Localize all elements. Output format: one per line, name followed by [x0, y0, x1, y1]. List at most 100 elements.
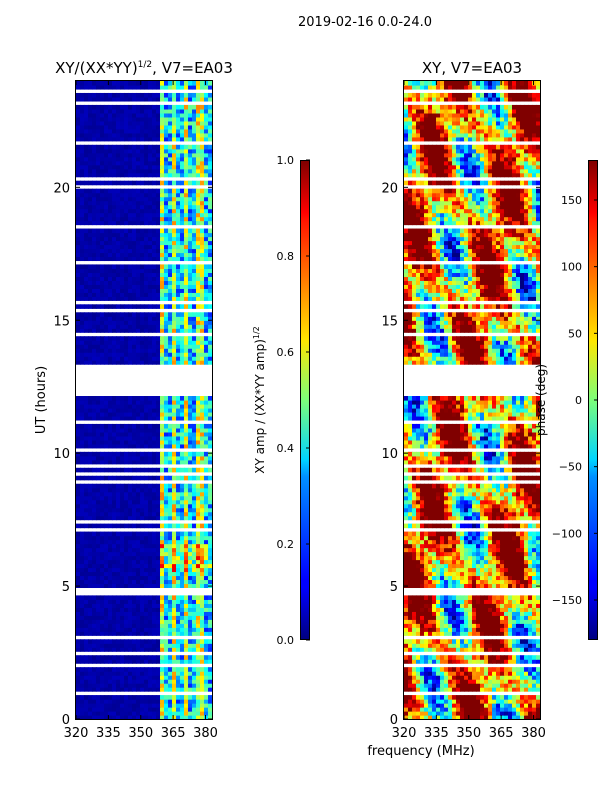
amplitude-heatmap-cell [168, 699, 173, 704]
amplitude-heatmap-cell [160, 487, 165, 493]
phase-heatmap-cell [456, 715, 461, 719]
amplitude-heatmap-cell [128, 431, 133, 437]
amplitude-heatmap-cell [152, 579, 157, 585]
amplitude-heatmap-cell [184, 276, 189, 281]
amplitude-heatmap-cell [132, 483, 137, 489]
amplitude-heatmap-cell [120, 208, 125, 214]
amplitude-heatmap-cell [116, 304, 121, 309]
amplitude-heatmap-cell [136, 312, 141, 317]
amplitude-heatmap-cell [108, 459, 113, 465]
amplitude-heatmap-cell [188, 531, 193, 537]
phase-heatmap-cell [520, 687, 525, 692]
amplitude-heatmap-cell [124, 316, 129, 321]
amplitude-heatmap-cell [84, 200, 89, 206]
amplitude-heatmap-cell [116, 559, 121, 565]
phase-heatmap-cell [532, 667, 537, 672]
amplitude-heatmap-cell [176, 583, 181, 589]
amplitude-heatmap-cell [120, 495, 125, 501]
amplitude-heatmap-cell [188, 443, 193, 449]
amplitude-heatmap-cell [136, 208, 141, 214]
amplitude-heatmap-cell [100, 671, 105, 676]
amplitude-heatmap-cell [184, 435, 189, 441]
amplitude-heatmap-cell [148, 403, 153, 409]
phase-heatmap-cell [408, 695, 413, 700]
amplitude-heatmap-cell [84, 96, 89, 102]
amplitude-heatmap-cell [168, 575, 173, 581]
amplitude-heatmap-cell [120, 252, 125, 258]
amplitude-heatmap-cell [192, 256, 197, 262]
amplitude-heatmap-cell [128, 328, 133, 333]
amplitude-heatmap-cell [160, 200, 165, 206]
amplitude-heatmap-cell [144, 272, 149, 277]
amplitude-heatmap-cell [168, 427, 173, 433]
amplitude-heatmap-cell [84, 292, 89, 297]
amplitude-heatmap-cell [184, 579, 189, 585]
amplitude-heatmap-cell [176, 128, 181, 134]
amplitude-heatmap-cell [164, 160, 169, 166]
amplitude-heatmap-cell [180, 655, 185, 660]
amplitude-heatmap-cell [144, 699, 149, 704]
amplitude-heatmap-cell [184, 180, 189, 186]
amplitude-heatmap-cell [84, 348, 89, 353]
amplitude-heatmap-cell [200, 407, 205, 413]
amplitude-heatmap-cell [160, 495, 165, 501]
amplitude-heatmap-cell [180, 200, 185, 206]
amplitude-heatmap-cell [156, 599, 161, 604]
amplitude-heatmap-cell [120, 292, 125, 297]
amplitude-heatmap-cell [76, 403, 81, 409]
amplitude-heatmap-cell [84, 272, 89, 277]
amplitude-heatmap-cell [112, 539, 117, 545]
phase-heatmap-cell [532, 687, 537, 692]
phase-heatmap-cell [412, 703, 417, 708]
amplitude-heatmap-cell [136, 104, 141, 110]
amplitude-heatmap-cell [92, 288, 97, 293]
amplitude-heatmap-cell [88, 679, 93, 684]
amplitude-heatmap-cell [132, 411, 137, 417]
amplitude-heatmap-cell [100, 172, 105, 178]
amplitude-heatmap-cell [168, 415, 173, 421]
amplitude-heatmap-cell [136, 116, 141, 122]
amplitude-heatmap-cell [192, 200, 197, 206]
amplitude-heatmap-cell [136, 272, 141, 277]
amplitude-heatmap-cell [112, 563, 117, 569]
amplitude-heatmap-cell [204, 411, 209, 417]
amplitude-heatmap-cell [116, 667, 121, 672]
amplitude-heatmap-cell [144, 455, 149, 461]
amplitude-heatmap-cell [148, 356, 153, 361]
amplitude-heatmap-cell [164, 571, 169, 577]
amplitude-heatmap-cell [148, 647, 153, 652]
amplitude-heatmap-cell [172, 344, 177, 349]
amplitude-heatmap-cell [124, 84, 129, 90]
amplitude-heatmap-cell [80, 160, 85, 166]
amplitude-heatmap-cell [164, 136, 169, 142]
amplitude-heatmap-cell [116, 711, 121, 716]
phase-heatmap-cell [476, 687, 481, 692]
amplitude-heatmap-cell [172, 611, 177, 616]
phase-heatmap-cell [440, 703, 445, 708]
amplitude-heatmap-cell [184, 443, 189, 449]
amplitude-heatmap-cell [88, 296, 93, 301]
amplitude-heatmap-cell [88, 607, 93, 612]
phase-heatmap-cell [428, 687, 433, 692]
amplitude-heatmap-cell [96, 352, 101, 357]
amplitude-heatmap-cell [156, 164, 161, 170]
amplitude-heatmap-cell [128, 196, 133, 202]
phase-heatmap-cell [448, 659, 453, 664]
amplitude-heatmap-cell [160, 232, 165, 238]
amplitude-heatmap-cell [116, 639, 121, 644]
amplitude-heatmap-cell [88, 136, 93, 142]
amplitude-heatmap-cell [148, 503, 153, 509]
amplitude-heatmap-cell [124, 296, 129, 301]
phase-heatmap-cell [532, 643, 537, 648]
amplitude-heatmap-cell [116, 451, 121, 457]
amplitude-heatmap-cell [204, 112, 209, 118]
amplitude-heatmap-cell [156, 611, 161, 616]
amplitude-heatmap-cell [136, 703, 141, 708]
amplitude-heatmap-cell [192, 579, 197, 585]
amplitude-heatmap-cell [144, 487, 149, 493]
phase-heatmap-cell [440, 647, 445, 652]
amplitude-heatmap-cell [156, 220, 161, 226]
phase-heatmap-cell [528, 655, 533, 660]
amplitude-heatmap-cell [124, 427, 129, 433]
amplitude-heatmap-cell [164, 427, 169, 433]
